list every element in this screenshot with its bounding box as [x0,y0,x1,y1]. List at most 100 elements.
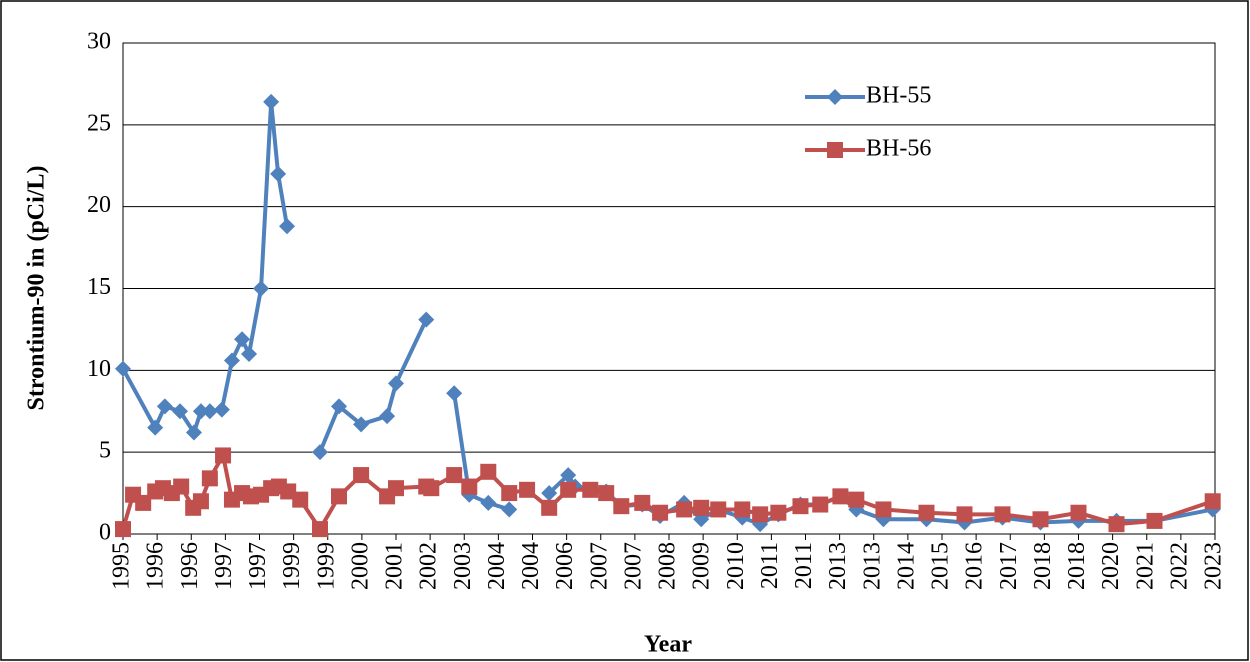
legend-marker [827,142,843,158]
marker [480,494,497,511]
marker [1070,504,1087,521]
marker [480,463,497,480]
marker [330,488,347,505]
marker [311,521,328,538]
marker [263,93,280,110]
marker [215,447,232,464]
marker [253,280,270,297]
marker [115,360,131,377]
x-tick-label: 2018 [1064,542,1090,590]
marker [560,481,577,498]
marker [147,419,164,436]
marker [812,496,829,513]
marker [330,398,347,415]
x-tick-label: 1997 [211,542,237,590]
marker [156,398,173,415]
marker [446,467,463,484]
x-tick-label: 2004 [518,542,544,590]
marker [223,352,240,369]
x-tick-label: 2021 [1132,542,1158,590]
marker [501,485,518,502]
x-tick-label: 1999 [313,542,339,590]
marker [192,493,209,510]
marker [185,424,202,441]
x-tick-label: 2004 [484,542,510,590]
marker [201,403,218,420]
x-tick-label: 1996 [143,542,169,590]
marker [379,408,396,425]
marker [1146,512,1163,529]
marker [541,485,558,502]
x-tick-label: 2007 [586,542,612,590]
x-tick-label: 1995 [109,542,135,590]
marker [676,501,693,518]
marker [461,478,478,495]
legend-label: BH-56 [866,136,931,162]
x-tick-label: 2015 [928,542,954,590]
marker [832,488,849,505]
marker [519,481,536,498]
x-tick-label: 2011 [757,542,783,589]
x-tick-label: 2002 [416,542,442,590]
marker [710,501,727,518]
x-tick-label: 2023 [1201,542,1227,590]
marker [353,416,370,433]
marker [693,499,710,516]
x-tick-label: 2014 [893,542,919,590]
marker [135,494,152,511]
marker [541,499,558,516]
y-tick-label: 30 [87,29,111,55]
marker [1204,493,1221,510]
y-tick-label: 25 [87,110,111,136]
y-tick-label: 15 [87,274,111,300]
marker [734,501,751,518]
legend-marker [827,89,843,105]
marker [270,165,287,182]
marker [918,504,935,521]
legend-label: BH-55 [866,83,931,109]
marker [446,385,463,402]
x-tick-label: 2009 [689,542,715,590]
marker [752,506,769,523]
x-tick-label: 1999 [279,542,305,590]
marker [292,491,309,508]
marker [1108,516,1125,533]
marker [201,470,218,487]
marker [173,478,190,495]
marker [848,491,865,508]
marker [418,311,435,328]
marker [652,504,669,521]
marker [280,483,297,500]
marker [792,498,809,515]
x-tick-label: 2022 [1166,542,1192,590]
marker [192,403,209,420]
marker [423,480,440,497]
x-tick-label: 1996 [177,542,203,590]
marker [994,506,1011,523]
marker [172,403,189,420]
x-tick-label: 2003 [450,542,476,590]
x-axis-label: Year [644,632,692,658]
x-tick-label: 2007 [620,542,646,590]
marker [501,501,518,518]
marker [598,485,615,502]
marker [770,504,787,521]
y-tick-label: 5 [99,438,111,464]
marker [875,501,892,518]
marker [613,498,630,515]
marker [582,481,599,498]
marker [213,401,230,418]
marker [634,494,651,511]
marker [279,218,296,235]
x-tick-label: 2008 [655,542,681,590]
x-tick-label: 2000 [347,542,373,590]
y-tick-label: 0 [99,520,111,546]
marker [234,331,251,348]
x-tick-label: 2018 [1030,542,1056,590]
y-tick-label: 10 [87,356,111,382]
x-tick-label: 2006 [552,542,578,590]
x-tick-label: 2001 [382,542,408,590]
marker [353,467,370,484]
